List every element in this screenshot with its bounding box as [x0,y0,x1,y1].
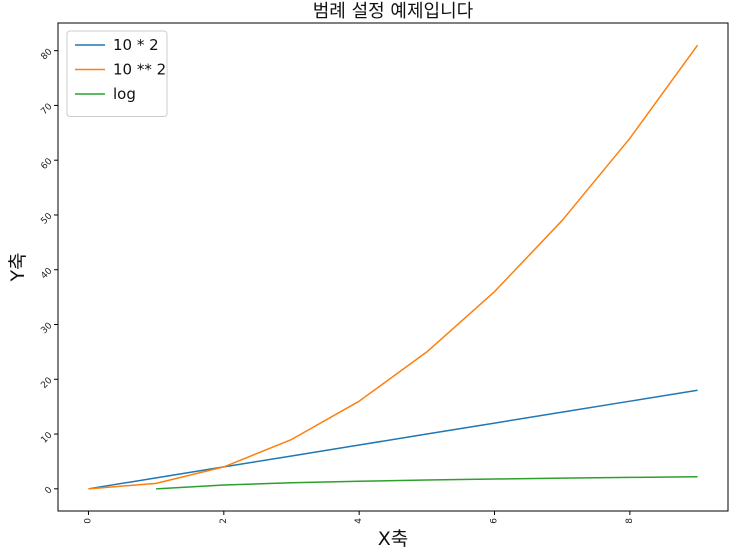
y-tick-label: 10 [39,430,54,445]
y-tick-label: 20 [39,376,54,391]
y-tick-label: 0 [43,485,54,496]
x-axis-title: X축 [378,528,409,550]
y-tick-label: 40 [39,266,54,281]
x-tick-label: 4 [354,518,364,524]
y-axis-ticks: 0 10 20 30 40 50 60 70 80 [39,47,58,496]
x-axis-ticks: 0 2 4 6 8 [83,511,635,524]
series-line-2 [156,476,698,490]
y-tick-label: 80 [39,47,54,62]
legend-label-2: log [113,85,136,103]
series-layer [88,44,699,490]
y-tick-label: 50 [39,211,54,226]
series-line-1 [88,44,699,490]
plot-frame [57,22,729,512]
chart-title: 범례 설정 예제입니다 [313,1,474,22]
y-tick-label: 60 [39,156,54,171]
legend-label-0: 10 * 2 [113,36,159,54]
x-tick-label: 2 [219,518,229,524]
series-line-0 [88,389,698,490]
y-axis-title: Y축 [7,252,29,282]
y-tick-label: 70 [39,102,54,117]
x-tick-label: 6 [490,518,500,524]
x-tick-label: 8 [625,518,635,524]
y-tick-label: 30 [39,321,54,336]
x-tick-label: 0 [83,518,93,524]
legend: 10 * 2 10 ** 2 log [66,30,168,117]
legend-box [66,30,168,117]
legend-label-1: 10 ** 2 [113,61,166,79]
